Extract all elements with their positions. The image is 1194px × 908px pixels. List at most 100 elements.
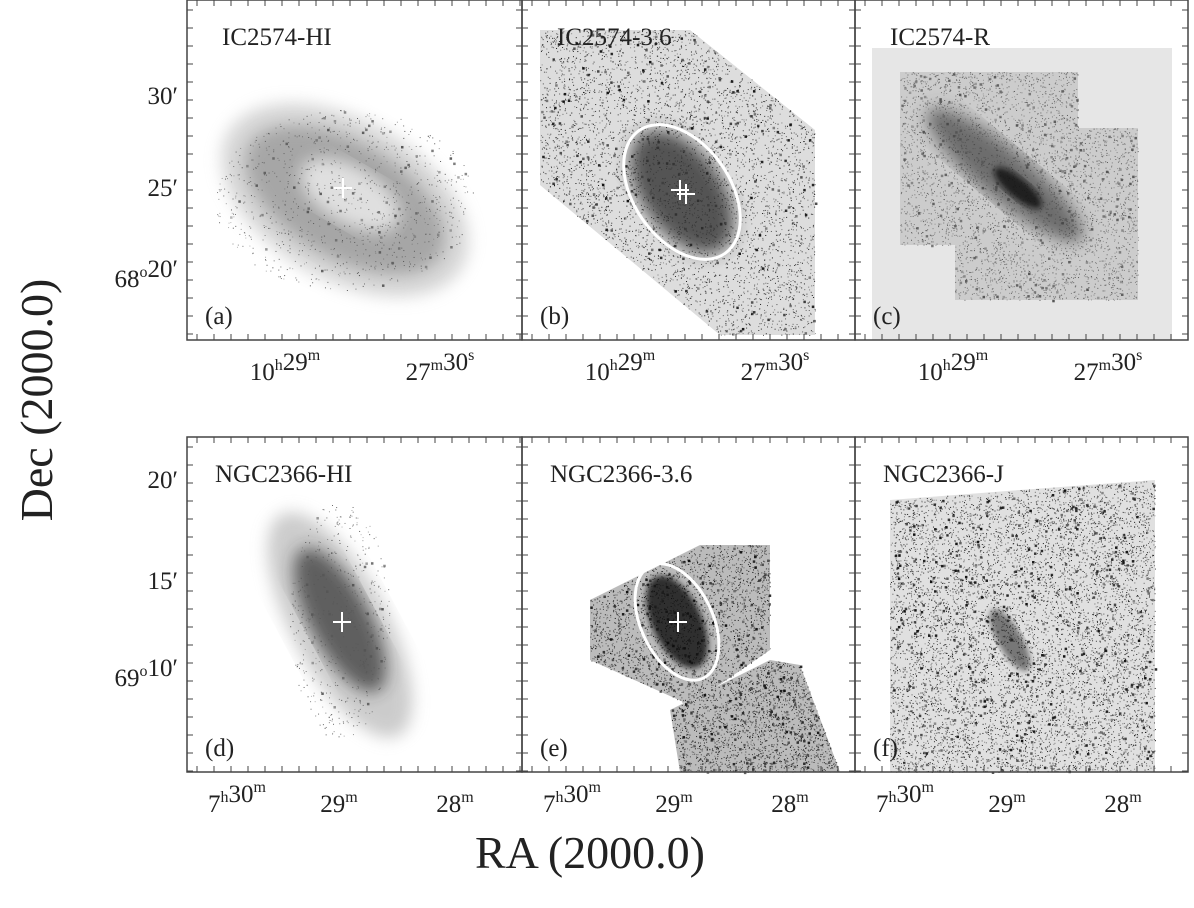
speckle: [622, 79, 623, 80]
speckle: [245, 196, 246, 197]
speckle: [229, 162, 230, 163]
speckle: [775, 283, 776, 284]
speckle: [606, 206, 607, 207]
speckle: [769, 223, 770, 224]
speckle: [590, 202, 591, 203]
speckle: [435, 212, 436, 213]
speckle: [621, 84, 622, 85]
speckle: [790, 265, 791, 266]
speckle: [688, 294, 689, 295]
speckle: [704, 117, 707, 120]
speckle: [747, 93, 748, 94]
speckle: [549, 170, 550, 171]
speckle: [411, 149, 412, 150]
speckle: [634, 115, 635, 116]
speckle: [785, 333, 786, 334]
speckle: [581, 209, 582, 210]
speckle: [581, 104, 582, 105]
speckle: [387, 161, 388, 162]
speckle: [334, 120, 337, 123]
speckle: [430, 211, 431, 212]
speckle: [346, 238, 347, 239]
speckle: [447, 182, 448, 183]
speckle: [230, 174, 231, 175]
speckle: [752, 188, 753, 189]
speckle: [808, 257, 809, 258]
speckle: [800, 243, 801, 244]
speckle: [684, 120, 685, 121]
speckle: [737, 166, 738, 167]
speckle: [793, 189, 794, 190]
speckle: [623, 105, 624, 106]
speckle: [704, 303, 705, 304]
speckle: [631, 190, 634, 193]
speckle: [395, 218, 396, 219]
speckle: [403, 261, 404, 262]
speckle: [705, 61, 706, 62]
speckle: [781, 276, 782, 277]
speckle: [240, 148, 241, 149]
speckle: [660, 58, 661, 59]
speckle: [592, 123, 593, 124]
speckle: [680, 74, 681, 75]
speckle: [747, 201, 748, 202]
speckle: [554, 107, 557, 110]
speckle: [675, 88, 676, 89]
speckle: [380, 236, 383, 239]
speckle: [801, 227, 802, 228]
speckle: [588, 159, 589, 160]
speckle: [749, 113, 750, 114]
speckle: [651, 112, 652, 113]
speckle: [736, 142, 737, 143]
speckle: [666, 127, 667, 128]
speckle: [279, 245, 280, 246]
speckle: [392, 213, 393, 214]
speckle: [699, 96, 700, 97]
speckle: [650, 259, 651, 260]
speckle: [273, 206, 274, 207]
speckle: [726, 164, 727, 165]
speckle: [588, 194, 589, 195]
speckle: [767, 106, 768, 107]
speckle: [749, 199, 750, 200]
speckle: [680, 100, 681, 101]
speckle: [364, 283, 365, 284]
speckle: [694, 41, 697, 44]
speckle: [238, 175, 239, 176]
speckle: [777, 263, 778, 264]
speckle: [681, 135, 682, 136]
speckle: [740, 122, 741, 123]
speckle: [785, 180, 786, 181]
speckle: [578, 199, 579, 200]
speckle: [801, 273, 802, 274]
speckle: [374, 267, 375, 268]
speckle: [808, 218, 809, 219]
speckle: [377, 226, 378, 227]
speckle: [626, 62, 627, 63]
speckle: [404, 167, 407, 170]
speckle: [367, 114, 368, 115]
speckle: [570, 98, 571, 99]
speckle: [630, 184, 633, 187]
speckle: [396, 190, 397, 191]
speckle: [754, 87, 755, 88]
speckle: [421, 266, 422, 267]
speckle: [546, 54, 547, 55]
speckle: [559, 196, 560, 197]
speckle: [546, 72, 547, 73]
speckle: [695, 268, 696, 269]
speckle: [748, 237, 749, 238]
speckle: [749, 161, 750, 162]
speckle: [610, 57, 611, 58]
speckle: [567, 144, 568, 145]
speckle: [719, 92, 720, 93]
speckle: [741, 177, 742, 178]
speckle: [625, 165, 628, 168]
speckle: [354, 167, 355, 168]
speckle: [353, 139, 354, 140]
speckle: [801, 134, 802, 135]
speckle: [780, 299, 781, 300]
speckle: [294, 175, 295, 176]
speckle: [295, 261, 296, 262]
speckle: [742, 321, 743, 322]
